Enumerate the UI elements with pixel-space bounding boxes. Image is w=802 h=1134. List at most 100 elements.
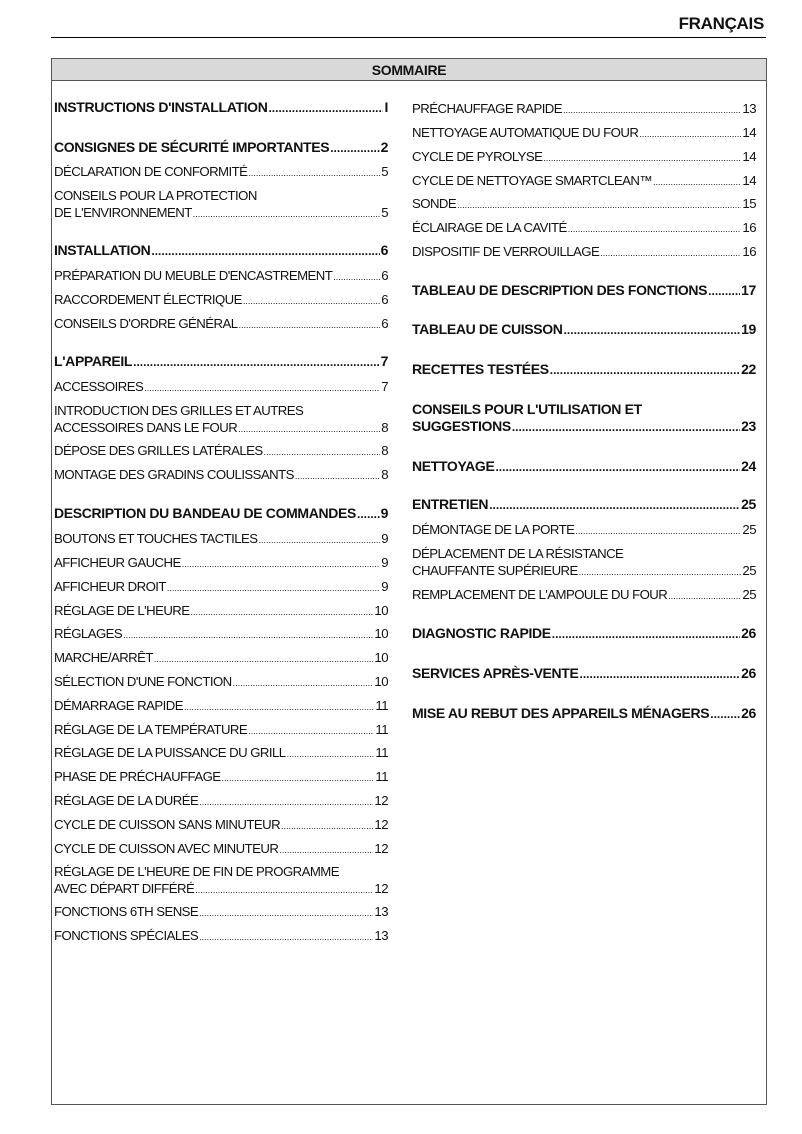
toc-entry[interactable]: RACCORDEMENT ÉLECTRIQUE 6 bbox=[54, 291, 389, 310]
toc-entry[interactable]: DÉMARRAGE RAPIDE 11 bbox=[54, 697, 389, 716]
toc-entry-label: RÉGLAGE DE LA DURÉE bbox=[54, 793, 199, 808]
toc-entry-label: TABLEAU DE CUISSON bbox=[412, 321, 563, 337]
toc-entry-label: DE L'ENVIRONNEMENT bbox=[54, 205, 192, 220]
toc-entry[interactable]: RÉGLAGE DE L'HEURE 10 bbox=[54, 602, 389, 621]
toc-entry-label: PRÉPARATION DU MEUBLE D'ENCASTREMENT bbox=[54, 268, 333, 283]
toc-entry-page: 15 bbox=[742, 196, 756, 211]
leader-dots bbox=[552, 626, 740, 643]
toc-entry[interactable]: SONDE 15 bbox=[412, 195, 757, 214]
toc-entry[interactable]: MISE AU REBUT DES APPAREILS MÉNAGERS 26 bbox=[412, 705, 756, 723]
toc-entry[interactable]: ENTRETIEN 25 bbox=[412, 496, 756, 514]
toc-entry-page: 12 bbox=[374, 841, 388, 856]
toc-entry[interactable]: DÉCLARATION DE CONFORMITÉ 5 bbox=[54, 163, 389, 182]
leader-dots bbox=[639, 126, 741, 143]
toc-entry-page: 12 bbox=[374, 881, 388, 896]
toc-entry[interactable]: DISPOSITIF DE VERROUILLAGE 16 bbox=[412, 243, 757, 262]
toc-entry-page: 11 bbox=[375, 698, 388, 713]
toc-entry[interactable]: AFFICHEUR DROIT 9 bbox=[54, 578, 389, 597]
toc-entry[interactable]: CYCLE DE CUISSON AVEC MINUTEUR 12 bbox=[54, 840, 389, 859]
toc-entry[interactable]: CYCLE DE CUISSON SANS MINUTEUR 12 bbox=[54, 816, 389, 835]
toc-entry[interactable]: RÉGLAGE DE L'HEURE DE FIN DE PROGRAMME AV… bbox=[54, 863, 389, 899]
toc-entry-label: RECETTES TESTÉES bbox=[412, 361, 549, 377]
toc-entry-page: 7 bbox=[381, 379, 388, 394]
leader-dots bbox=[668, 588, 741, 605]
leader-dots bbox=[357, 506, 380, 523]
toc-entry[interactable]: MONTAGE DES GRADINS COULISSANTS 8 bbox=[54, 466, 389, 485]
toc-entry-page: 12 bbox=[374, 817, 388, 832]
toc-entry-page: 13 bbox=[742, 101, 756, 116]
toc-entry[interactable]: SÉLECTION D'UNE FONCTION 10 bbox=[54, 673, 389, 692]
toc-entry-page: 16 bbox=[742, 220, 756, 235]
leader-dots bbox=[222, 770, 375, 787]
leader-dots bbox=[133, 354, 379, 371]
toc-entry-label: AVEC DÉPART DIFFÉRÉ bbox=[54, 881, 195, 896]
toc-entry[interactable]: ACCESSOIRES 7 bbox=[54, 378, 389, 397]
toc-entry[interactable]: ÉCLAIRAGE DE LA CAVITÉ 16 bbox=[412, 219, 757, 238]
toc-entry-label: DÉCLARATION DE CONFORMITÉ bbox=[54, 164, 248, 179]
toc-entry[interactable]: SERVICES APRÈS-VENTE 26 bbox=[412, 665, 756, 683]
toc-entry-label: INSTALLATION bbox=[54, 242, 151, 258]
toc-entry[interactable]: CONSIGNES DE SÉCURITÉ IMPORTANTES 2 bbox=[54, 139, 388, 157]
leader-dots bbox=[568, 221, 742, 238]
toc-entry[interactable]: NETTOYAGE AUTOMATIQUE DU FOUR 14 bbox=[412, 124, 757, 143]
toc-entry[interactable]: DÉPLACEMENT DE LA RÉSISTANCE CHAUFFANTE S… bbox=[412, 545, 757, 581]
toc-title: SOMMAIRE bbox=[52, 59, 766, 81]
toc-entry[interactable]: CYCLE DE PYROLYSE 14 bbox=[412, 148, 757, 167]
toc-entry[interactable]: CONSEILS POUR L'UTILISATION ET SUGGESTION… bbox=[412, 401, 756, 436]
toc-entry[interactable]: NETTOYAGE 24 bbox=[412, 458, 756, 476]
toc-entry-label: RÉGLAGE DE LA TEMPÉRATURE bbox=[54, 722, 248, 737]
toc-entry[interactable]: INSTRUCTIONS D'INSTALLATION I bbox=[54, 99, 388, 117]
toc-entry[interactable]: REMPLACEMENT DE L'AMPOULE DU FOUR 25 bbox=[412, 586, 757, 605]
leader-dots bbox=[193, 206, 381, 223]
leader-dots bbox=[489, 497, 740, 514]
toc-entry-label: CHAUFFANTE SUPÉRIEURE bbox=[412, 563, 578, 578]
leader-dots bbox=[579, 564, 742, 581]
toc-entry[interactable]: RÉGLAGE DE LA DURÉE 12 bbox=[54, 792, 389, 811]
leader-dots bbox=[710, 706, 740, 723]
toc-entry[interactable]: CONSEILS POUR LA PROTECTION DE L'ENVIRONN… bbox=[54, 187, 389, 223]
toc-entry-label: ACCESSOIRES bbox=[54, 379, 144, 394]
toc-entry-label: FONCTIONS SPÉCIALES bbox=[54, 928, 199, 943]
toc-entry[interactable]: TABLEAU DE DESCRIPTION DES FONCTIONS 17 bbox=[412, 282, 756, 300]
toc-entry[interactable]: CYCLE DE NETTOYAGE SMARTCLEAN™ 14 bbox=[412, 172, 757, 191]
toc-entry-label: L'APPAREIL bbox=[54, 353, 133, 369]
toc-entry[interactable]: RECETTES TESTÉES 22 bbox=[412, 361, 756, 379]
toc-entry-label: AFFICHEUR DROIT bbox=[54, 579, 166, 594]
toc-entry-page: 24 bbox=[741, 458, 756, 474]
toc-entry[interactable]: TABLEAU DE CUISSON 19 bbox=[412, 321, 756, 339]
toc-entry[interactable]: DIAGNOSTIC RAPIDE 26 bbox=[412, 625, 756, 643]
toc-entry[interactable]: PRÉCHAUFFAGE RAPIDE 13 bbox=[412, 100, 757, 119]
toc-entry[interactable]: FONCTIONS SPÉCIALES 13 bbox=[54, 927, 389, 946]
toc-entry[interactable]: RÉGLAGES 10 bbox=[54, 625, 389, 644]
toc-entry-label: SONDE bbox=[412, 196, 457, 211]
toc-entry-label: DÉPLACEMENT DE LA RÉSISTANCE bbox=[412, 546, 624, 561]
toc-entry-label: RÉGLAGES bbox=[54, 626, 123, 641]
toc-entry-label: INSTRUCTIONS D'INSTALLATION bbox=[54, 99, 268, 115]
toc-entry[interactable]: PHASE DE PRÉCHAUFFAGE 11 bbox=[54, 768, 389, 787]
toc-entry-label: RÉGLAGE DE L'HEURE bbox=[54, 603, 190, 618]
toc-entry-label: ENTRETIEN bbox=[412, 496, 489, 512]
toc-entry[interactable]: AFFICHEUR GAUCHE 9 bbox=[54, 554, 389, 573]
toc-entry-page: 6 bbox=[381, 268, 388, 283]
toc-entry[interactable]: L'APPAREIL 7 bbox=[54, 353, 388, 371]
toc-entry[interactable]: RÉGLAGE DE LA PUISSANCE DU GRILL 11 bbox=[54, 744, 389, 763]
toc-entry-page: 8 bbox=[381, 420, 388, 435]
toc-entry[interactable]: DÉPOSE DES GRILLES LATÉRALES 8 bbox=[54, 442, 389, 461]
toc-entry[interactable]: DESCRIPTION DU BANDEAU DE COMMANDES 9 bbox=[54, 505, 388, 523]
leader-dots bbox=[239, 317, 381, 334]
toc-entry[interactable]: RÉGLAGE DE LA TEMPÉRATURE 11 bbox=[54, 721, 389, 740]
toc-entry[interactable]: CONSEILS D'ORDRE GÉNÉRAL 6 bbox=[54, 315, 389, 334]
toc-entry[interactable]: DÉMONTAGE DE LA PORTE 25 bbox=[412, 521, 757, 540]
toc-entry[interactable]: MARCHE/ARRÊT 10 bbox=[54, 649, 389, 668]
toc-entry-label: CYCLE DE PYROLYSE bbox=[412, 149, 543, 164]
toc-entry[interactable]: INSTALLATION 6 bbox=[54, 242, 388, 260]
leader-dots bbox=[248, 723, 374, 740]
leader-dots bbox=[457, 197, 741, 214]
leader-dots bbox=[233, 675, 374, 692]
toc-entry[interactable]: FONCTIONS 6TH SENSE 13 bbox=[54, 903, 389, 922]
toc-entry-label: CONSIGNES DE SÉCURITÉ IMPORTANTES bbox=[54, 139, 330, 155]
toc-entry[interactable]: INTRODUCTION DES GRILLES ET AUTRES ACCESS… bbox=[54, 402, 389, 438]
toc-entry-page: 11 bbox=[375, 769, 388, 784]
toc-entry[interactable]: BOUTONS ET TOUCHES TACTILES 9 bbox=[54, 530, 389, 549]
toc-entry[interactable]: PRÉPARATION DU MEUBLE D'ENCASTREMENT 6 bbox=[54, 267, 389, 286]
